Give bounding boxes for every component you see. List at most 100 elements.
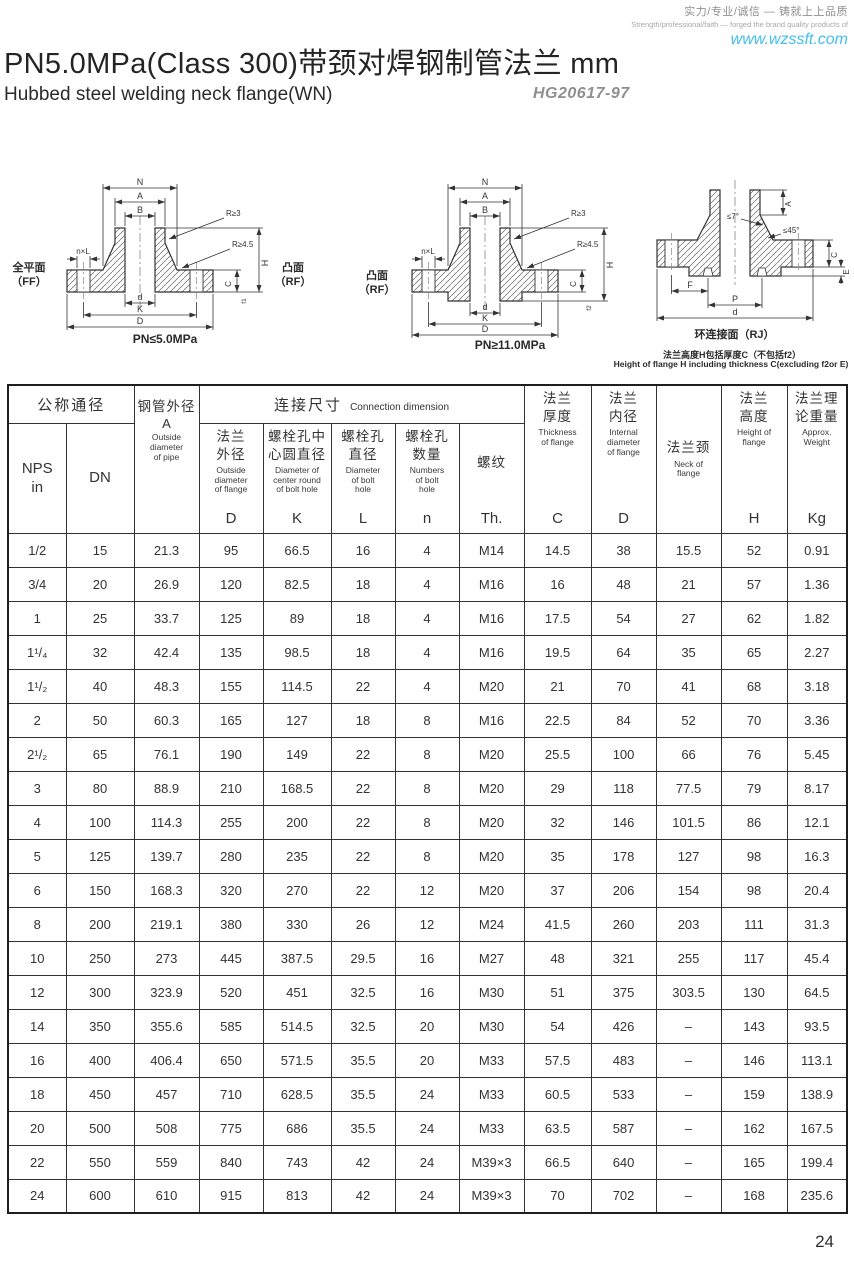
- cell: 8: [394, 702, 460, 738]
- cell: 587: [590, 1110, 657, 1146]
- cell: 10: [7, 940, 67, 976]
- cell: 40: [65, 668, 135, 704]
- dim-b: B: [482, 205, 488, 215]
- cell: 146: [720, 1042, 788, 1078]
- header-neck-cn: 法兰颈: [666, 440, 711, 456]
- header-flange-od-en: Outside diameter of flange: [214, 464, 248, 495]
- cell: 12: [7, 974, 67, 1010]
- cell: 32.5: [330, 1008, 396, 1044]
- cell: 127: [655, 838, 722, 874]
- cell: 42: [330, 1178, 396, 1214]
- table-row: 2 50 60.3 165 127 18 8 M16 22.5 84 52 70 3.36: [7, 702, 848, 738]
- cell: 16.3: [786, 838, 848, 874]
- header-connection-group: 连接尺寸 Connection dimension: [198, 384, 525, 424]
- cell: 162: [720, 1110, 788, 1146]
- cell: 445: [198, 940, 264, 976]
- cell: M14: [458, 532, 525, 568]
- table-row: 22 550 559 840 743 42 24 M39×3 66.5 640–165 199.4: [7, 1144, 848, 1180]
- cell: 42.4: [133, 634, 200, 670]
- cell: 54: [523, 1008, 592, 1044]
- flange-diagram-ff: N A B R≥3 R≥4.5 n×L H C f1 d K D: [66, 177, 270, 330]
- cell: 20.4: [786, 872, 848, 908]
- cell: 138.9: [786, 1076, 848, 1112]
- cell: M20: [458, 770, 525, 806]
- cell: 0.91: [786, 532, 848, 568]
- cell: 76.1: [133, 736, 200, 772]
- cell: 35: [523, 838, 592, 874]
- brand-website[interactable]: www.wzssft.com: [730, 31, 848, 48]
- cell: 323.9: [133, 974, 200, 1010]
- header-thickness-cn: 法兰 厚度: [543, 391, 573, 425]
- cell: 63.5: [523, 1110, 592, 1146]
- dim-p: P: [732, 294, 738, 304]
- cell: 199.4: [786, 1144, 848, 1180]
- cell: M24: [458, 906, 525, 942]
- cell: M16: [458, 600, 525, 636]
- cell: 60.5: [523, 1076, 592, 1112]
- cell: 98.5: [262, 634, 332, 670]
- cell: 12.1: [786, 804, 848, 840]
- cell: 375: [590, 974, 657, 1010]
- cell: 52: [720, 532, 788, 568]
- cell: 35: [655, 634, 722, 670]
- cell: 64.5: [786, 974, 848, 1010]
- header-nominal-group: 公称通径: [7, 384, 135, 424]
- cell: 219.1: [133, 906, 200, 942]
- diagram3-note-en: Height of flange H including thickness C…: [613, 359, 849, 369]
- cell: 508: [133, 1110, 200, 1146]
- header-pipe-en: Outside diameter of pipe: [149, 432, 184, 462]
- cell: 130: [720, 974, 788, 1010]
- cell: 520: [198, 974, 264, 1010]
- cell: 330: [262, 906, 332, 942]
- cell: 915: [198, 1178, 264, 1214]
- cell: –: [655, 1008, 722, 1044]
- dim-angle7: ≤7°: [727, 212, 739, 221]
- table-row: 14 350 355.6 585 514.5 32.5 20 M30 54 426–143 93.5: [7, 1008, 848, 1044]
- table-row: 12 300 323.9 520 451 32.5 16 M30 51 375 303.5 130 64…: [7, 974, 848, 1010]
- cell: 26.9: [133, 566, 200, 602]
- cell: 48.3: [133, 668, 200, 704]
- dim-h: H: [260, 260, 270, 267]
- cell: 15.5: [655, 532, 722, 568]
- cell: 17.5: [523, 600, 592, 636]
- cell: 22: [330, 668, 396, 704]
- cell: 70: [720, 702, 788, 738]
- header-bolt-circle-cn: 螺栓孔中 心圆直径: [268, 428, 327, 462]
- cell: 150: [65, 872, 135, 908]
- table-row: 1¹/₄ 32 42.4 135 98.5 18 4 M16 19.5 64 35 65 2.27: [7, 634, 848, 670]
- header-flange-od: 法兰 外径 Outside diameter of flange D: [198, 422, 264, 534]
- dim-r2: R≥4.5: [232, 240, 254, 249]
- cell: 65: [720, 634, 788, 670]
- table-row: 4 100 114.3 255 200 22 8 M20 32 146 101.5 86 12.1: [7, 804, 848, 840]
- cell: 113.1: [786, 1042, 848, 1078]
- cell: 710: [198, 1076, 264, 1112]
- dim-r2: R≥4.5: [577, 240, 599, 249]
- cell: –: [655, 1178, 722, 1214]
- cell: 168: [720, 1178, 788, 1214]
- cell: M16: [458, 702, 525, 738]
- cell: 31.3: [786, 906, 848, 942]
- cell: 70: [590, 668, 657, 704]
- cell: 48: [590, 566, 657, 602]
- cell: 22: [330, 736, 396, 772]
- cell: 8: [394, 770, 460, 806]
- cell: 37: [523, 872, 592, 908]
- cell: 95: [198, 532, 264, 568]
- cell: 127: [262, 702, 332, 738]
- header-thickness: 法兰 厚度 Thickness of flange C: [523, 384, 592, 534]
- cell: 120: [198, 566, 264, 602]
- table-row: 18 450 457 710 628.5 35.5 24 M33 60.5 533–159 138.…: [7, 1076, 848, 1112]
- cell: 255: [198, 804, 264, 840]
- cell: 86: [720, 804, 788, 840]
- cell: M39×3: [458, 1144, 525, 1180]
- cell: 125: [198, 600, 264, 636]
- cell: 3.18: [786, 668, 848, 704]
- cell: M30: [458, 974, 525, 1010]
- cell: 200: [262, 804, 332, 840]
- cell: 22: [330, 838, 396, 874]
- cell: 117: [720, 940, 788, 976]
- dim-dd: D: [137, 316, 144, 326]
- cell: 45.4: [786, 940, 848, 976]
- cell: 24: [7, 1178, 67, 1214]
- cell: M27: [458, 940, 525, 976]
